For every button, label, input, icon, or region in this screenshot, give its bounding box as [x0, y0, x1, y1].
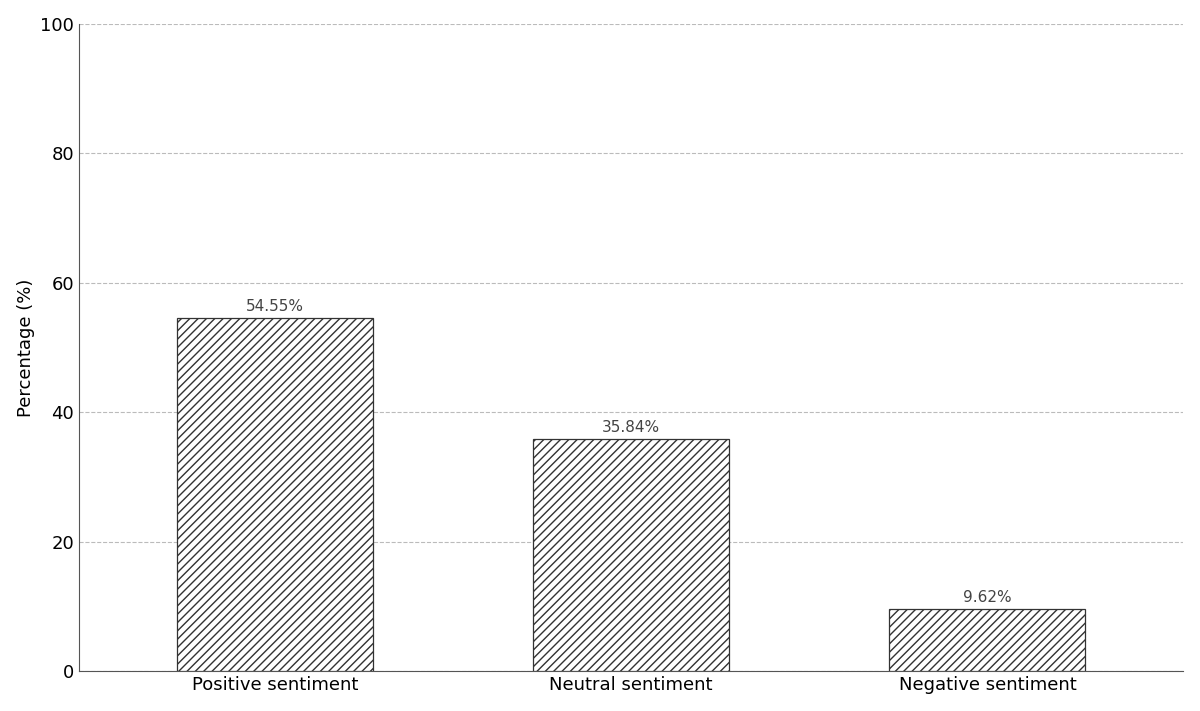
Text: 35.84%: 35.84% [602, 420, 660, 435]
Text: 9.62%: 9.62% [964, 590, 1012, 605]
Y-axis label: Percentage (%): Percentage (%) [17, 279, 35, 417]
Bar [533, 439, 730, 671]
Text: 54.55%: 54.55% [246, 299, 304, 314]
Bar [176, 318, 373, 671]
Bar [889, 609, 1085, 671]
